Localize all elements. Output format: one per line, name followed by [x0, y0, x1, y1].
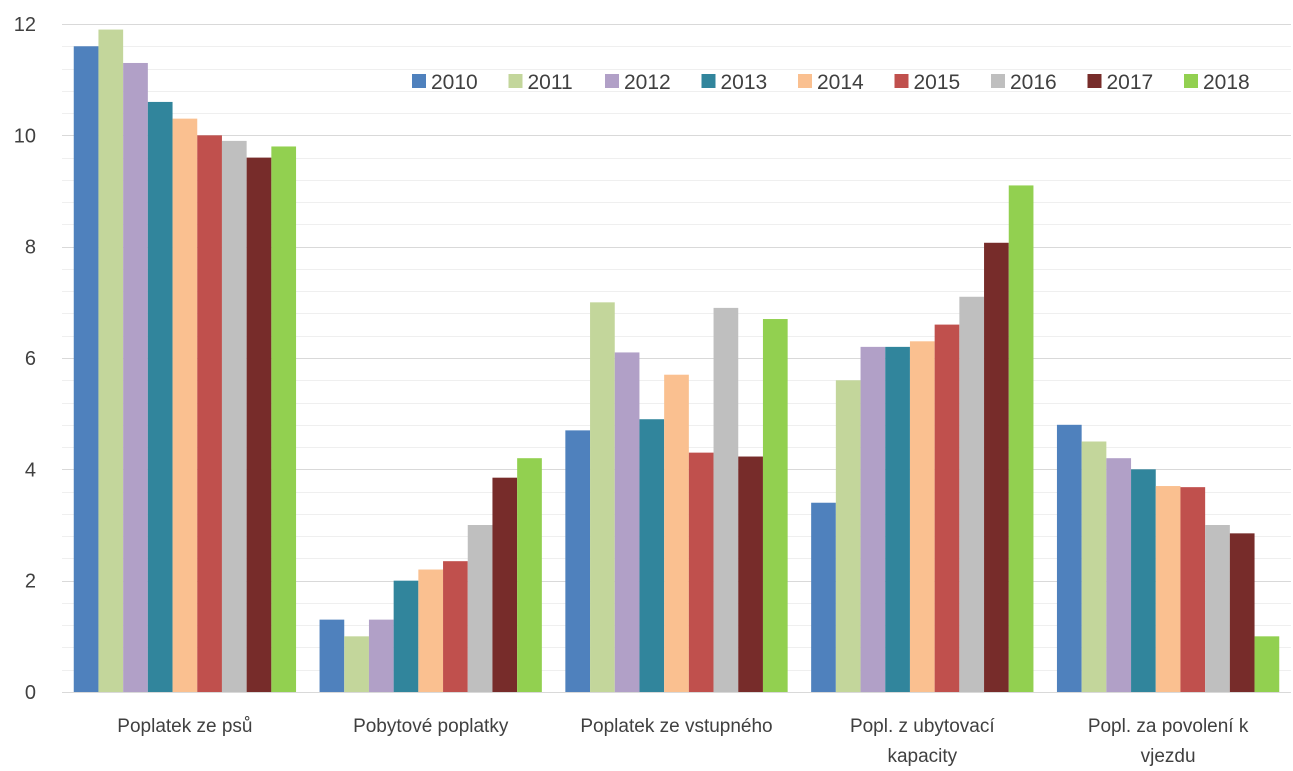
- x-category-label: vjezdu: [1141, 746, 1196, 767]
- bar-2014-cat-0: [172, 118, 198, 692]
- x-axis-category-labels: Poplatek ze psů Pobytové poplatky Poplatek…: [117, 716, 1249, 767]
- bar-2016-cat-2: [713, 307, 739, 692]
- bar-2018-cat-2: [762, 319, 788, 692]
- legend-label-2016: 2016: [1010, 71, 1057, 94]
- bar-2012-cat-2: [614, 352, 640, 692]
- bar-2017-cat-1: [492, 477, 518, 692]
- bar-2012-cat-0: [123, 62, 148, 693]
- bar-2010-cat-0: [73, 46, 99, 692]
- bar-2011-cat-0: [98, 29, 124, 692]
- legend-swatch-2012: [605, 74, 619, 88]
- y-tick-label: 0: [25, 682, 36, 704]
- legend-label-2012: 2012: [624, 71, 671, 94]
- y-tick-label: 6: [25, 348, 36, 370]
- bar-2015-cat-4: [1180, 487, 1206, 692]
- legend-swatch-2013: [701, 74, 716, 88]
- bar-2018-cat-0: [271, 146, 297, 693]
- legend-label-2015: 2015: [914, 71, 961, 94]
- bar-2017-cat-0: [246, 157, 272, 693]
- bar-2011-cat-4: [1081, 441, 1107, 692]
- bar-2018-cat-3: [1008, 185, 1034, 692]
- y-tick-label: 8: [25, 237, 36, 259]
- bar-2010-cat-3: [811, 502, 836, 692]
- bar-2016-cat-4: [1205, 525, 1230, 692]
- bar-2012-cat-4: [1106, 458, 1132, 692]
- y-tick-label: 2: [25, 571, 36, 593]
- legend-label-2018: 2018: [1203, 71, 1250, 94]
- y-axis-ticks: 0 2 4 6 8 10 12: [14, 14, 36, 704]
- bar-2015-cat-0: [197, 135, 222, 692]
- legend-swatch-2014: [798, 74, 812, 88]
- bar-2014-cat-1: [418, 569, 444, 692]
- bar-2012-cat-3: [860, 346, 886, 692]
- legend-label-2011: 2011: [528, 71, 573, 94]
- y-tick-label: 12: [14, 14, 36, 36]
- legend-swatch-2017: [1087, 74, 1102, 88]
- legend: 2010 2011 2012 2013 2014 2015 2016 2017 2018: [412, 71, 1250, 94]
- bar-2018-cat-4: [1254, 636, 1280, 692]
- bars: [73, 29, 1280, 693]
- bar-2018-cat-1: [517, 458, 542, 692]
- bar-2017-cat-2: [738, 456, 763, 692]
- y-tick-label: 4: [25, 459, 36, 481]
- bar-2010-cat-1: [319, 619, 345, 692]
- x-category-label: Poplatek ze psů: [117, 716, 252, 737]
- bar-2010-cat-4: [1056, 424, 1082, 692]
- bar-2011-cat-2: [590, 302, 615, 692]
- bar-2016-cat-3: [959, 296, 985, 692]
- legend-label-2013: 2013: [721, 71, 768, 94]
- bar-2015-cat-1: [443, 561, 468, 692]
- legend-swatch-2016: [991, 74, 1005, 88]
- bar-2013-cat-4: [1131, 469, 1156, 692]
- bar-2016-cat-1: [467, 525, 493, 692]
- bar-2014-cat-3: [909, 341, 935, 692]
- bar-2012-cat-1: [368, 619, 394, 692]
- bar-2016-cat-0: [221, 140, 247, 692]
- bar-2015-cat-2: [688, 452, 714, 692]
- legend-swatch-2010: [412, 74, 426, 88]
- x-category-label: Popl. z ubytovací: [850, 716, 995, 737]
- bar-2011-cat-3: [835, 380, 861, 692]
- bar-2015-cat-3: [934, 324, 960, 692]
- legend-label-2017: 2017: [1107, 71, 1154, 94]
- legend-swatch-2015: [894, 74, 909, 88]
- x-category-label: Pobytové poplatky: [353, 716, 509, 737]
- bar-2010-cat-2: [565, 430, 591, 692]
- legend-swatch-2018: [1184, 74, 1198, 88]
- legend-swatch-2011: [508, 74, 523, 88]
- bar-2014-cat-4: [1155, 486, 1181, 692]
- bar-2011-cat-1: [344, 636, 369, 692]
- x-category-label: kapacity: [887, 746, 957, 767]
- y-tick-label: 10: [14, 125, 36, 147]
- bar-2013-cat-2: [639, 419, 665, 692]
- bar-2013-cat-0: [147, 101, 173, 693]
- x-category-label: Popl. za povolení k: [1088, 716, 1249, 737]
- x-category-label: Poplatek ze vstupného: [580, 716, 772, 737]
- bar-2014-cat-2: [664, 374, 689, 692]
- bar-2013-cat-1: [393, 580, 419, 692]
- legend-label-2014: 2014: [817, 71, 864, 94]
- bar-2013-cat-3: [885, 346, 910, 692]
- legend-label-2010: 2010: [431, 71, 478, 94]
- bar-2017-cat-4: [1229, 533, 1255, 692]
- bar-2017-cat-3: [984, 242, 1009, 692]
